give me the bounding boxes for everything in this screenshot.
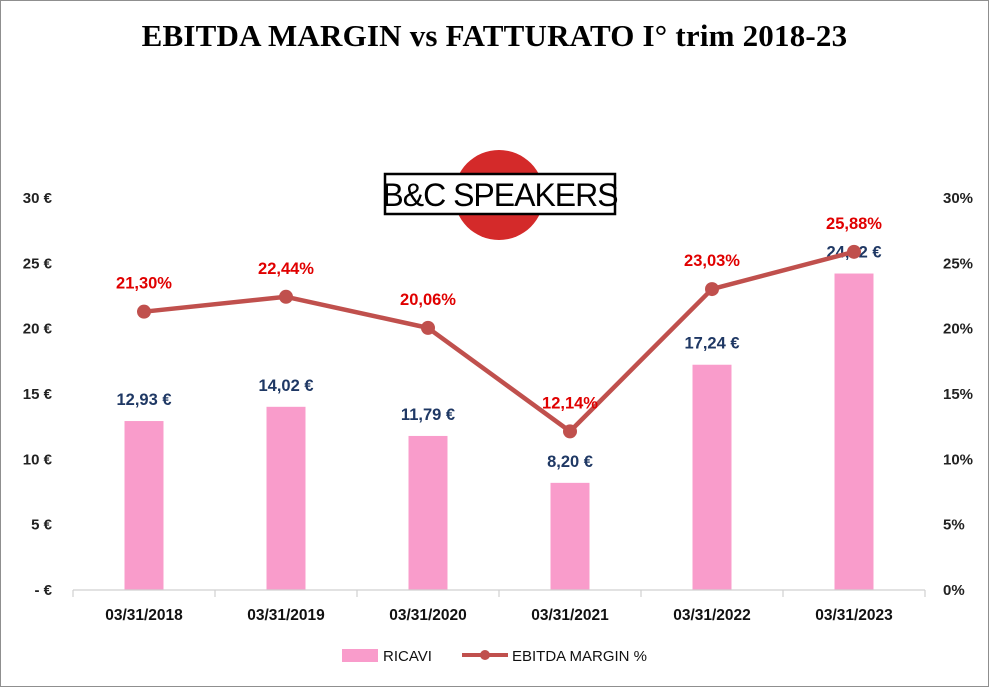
ricavi-data-label: 8,20 € <box>547 453 593 471</box>
y-right-tick-label: 25% <box>943 255 973 272</box>
y-right-tick-label: 30% <box>943 190 973 207</box>
left-y-axis: - € 5 € 10 € 15 € 20 € 25 € 30 € <box>23 190 53 599</box>
y-left-tick-label: 20 € <box>23 321 53 338</box>
logo-text: B&C SPEAKERS <box>382 177 617 213</box>
ebitda-margin-data-label: 20,06% <box>400 291 456 309</box>
y-left-tick-label: 15 € <box>23 386 53 403</box>
y-left-tick-label: 10 € <box>23 451 53 468</box>
x-tick-label: 03/31/2022 <box>673 607 751 624</box>
x-tick-label: 03/31/2023 <box>815 607 893 624</box>
ricavi-data-label: 17,24 € <box>684 335 739 353</box>
legend-label-ricavi: RICAVI <box>383 648 432 665</box>
ebitda-margin-point <box>279 289 293 304</box>
ricavi-bar <box>408 435 448 590</box>
ricavi-bar <box>124 421 164 590</box>
x-tick-label: 03/31/2019 <box>247 607 325 624</box>
ebitda-margin-data-label: 25,88% <box>826 215 882 233</box>
ricavi-bar <box>550 482 590 590</box>
bc-speakers-logo: B&C SPEAKERS <box>382 150 619 240</box>
y-left-tick-label: - € <box>34 582 52 599</box>
legend-swatch-ricavi <box>342 649 378 662</box>
ebitda-margin-data-label: 12,14% <box>542 394 598 412</box>
ebitda-margin-point <box>421 320 435 335</box>
legend: RICAVI EBITDA MARGIN % <box>342 648 647 665</box>
logo-box <box>383 172 617 216</box>
x-tick-label: 03/31/2020 <box>389 607 467 624</box>
x-tick-label: 03/31/2021 <box>531 607 609 624</box>
ebitda-margin-point <box>705 282 719 297</box>
ebitda-margin-point <box>847 244 861 259</box>
ricavi-bar <box>834 273 874 590</box>
legend-swatch-marker <box>480 650 490 660</box>
right-y-axis: 0% 5% 10% 15% 20% 25% 30% <box>943 190 973 599</box>
ricavi-bar <box>692 364 732 590</box>
ebitda-margin-line <box>137 244 861 439</box>
x-tick-label: 03/31/2018 <box>105 607 183 624</box>
ebitda-margin-point <box>137 304 151 319</box>
ebitda-margin-data-label: 23,03% <box>684 252 740 270</box>
x-axis-ticks: 03/31/2018 03/31/2019 03/31/2020 03/31/2021… <box>72 590 926 624</box>
y-right-tick-label: 15% <box>943 386 973 403</box>
legend-label-ebitda: EBITDA MARGIN % <box>512 648 647 665</box>
y-left-tick-label: 30 € <box>23 190 53 207</box>
ebitda-margin-data-label: 21,30% <box>116 275 172 293</box>
y-left-tick-label: 5 € <box>31 517 53 534</box>
chart-title: EBITDA MARGIN vs FATTURATO I° trim 2018-… <box>141 18 848 53</box>
ricavi-data-label: 14,02 € <box>258 377 313 395</box>
y-right-tick-label: 20% <box>943 321 973 338</box>
ebitda-margin-polyline <box>143 249 855 434</box>
ebitda-margin-labels: 21,30% 22,44% 20,06% 12,14% 23,03% 25,88% <box>116 215 882 413</box>
ricavi-data-label: 11,79 € <box>401 406 455 424</box>
ricavi-labels: 12,93 €14,02 €11,79 €8,20 €17,24 €24,22 … <box>116 244 881 471</box>
ebitda-margin-point <box>563 424 577 439</box>
ricavi-bar <box>266 406 306 590</box>
ebitda-margin-data-label: 22,44% <box>258 260 314 278</box>
y-right-tick-label: 0% <box>943 582 965 599</box>
y-right-tick-label: 5% <box>943 517 965 534</box>
ricavi-bars <box>124 273 874 590</box>
y-left-tick-label: 25 € <box>23 255 53 272</box>
ricavi-data-label: 12,93 € <box>116 391 171 409</box>
y-right-tick-label: 10% <box>943 451 973 468</box>
